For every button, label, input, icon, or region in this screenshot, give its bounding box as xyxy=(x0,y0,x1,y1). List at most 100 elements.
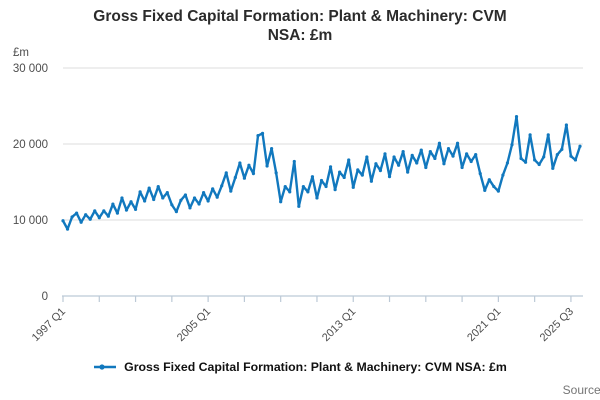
data-point[interactable] xyxy=(93,209,97,213)
data-point[interactable] xyxy=(220,184,224,188)
data-point[interactable] xyxy=(138,190,142,194)
data-point[interactable] xyxy=(383,152,387,156)
data-line[interactable] xyxy=(61,115,582,231)
data-point[interactable] xyxy=(551,166,555,170)
data-point[interactable] xyxy=(84,213,88,217)
data-point[interactable] xyxy=(392,155,396,159)
data-point[interactable] xyxy=(279,200,283,204)
data-point[interactable] xyxy=(143,199,147,203)
data-point[interactable] xyxy=(315,196,319,200)
data-point[interactable] xyxy=(569,154,573,158)
data-point[interactable] xyxy=(397,163,401,167)
data-point[interactable] xyxy=(465,152,469,156)
data-point[interactable] xyxy=(546,133,550,137)
data-point[interactable] xyxy=(514,115,519,119)
data-point[interactable] xyxy=(197,202,201,206)
data-point[interactable] xyxy=(401,150,405,154)
data-point[interactable] xyxy=(328,165,333,169)
data-point[interactable] xyxy=(333,188,337,192)
data-point[interactable] xyxy=(156,184,160,189)
data-point[interactable] xyxy=(75,211,79,215)
data-point[interactable] xyxy=(242,176,246,180)
data-point[interactable] xyxy=(528,133,532,137)
data-point[interactable] xyxy=(455,141,460,145)
data-point[interactable] xyxy=(247,163,251,167)
data-point[interactable] xyxy=(233,175,237,180)
data-point[interactable] xyxy=(460,165,464,170)
data-point[interactable] xyxy=(65,227,70,231)
data-point[interactable] xyxy=(496,189,500,193)
data-point[interactable] xyxy=(446,146,451,151)
data-point[interactable] xyxy=(238,161,242,165)
data-point[interactable] xyxy=(555,153,559,157)
data-point[interactable] xyxy=(483,188,487,192)
data-point[interactable] xyxy=(147,186,151,190)
data-point[interactable] xyxy=(106,214,110,218)
data-point[interactable] xyxy=(260,131,265,135)
data-point[interactable] xyxy=(301,184,305,189)
data-point[interactable] xyxy=(501,173,505,177)
legend-line-marker-icon[interactable] xyxy=(93,362,117,372)
data-point[interactable] xyxy=(428,150,432,154)
data-point[interactable] xyxy=(224,171,228,175)
data-point[interactable] xyxy=(478,172,482,176)
data-point[interactable] xyxy=(319,178,324,183)
data-point[interactable] xyxy=(206,199,210,203)
data-point[interactable] xyxy=(211,187,215,191)
data-point[interactable] xyxy=(165,191,169,195)
data-point[interactable] xyxy=(347,158,351,162)
data-point[interactable] xyxy=(519,156,523,161)
data-point[interactable] xyxy=(433,156,437,161)
data-point[interactable] xyxy=(474,153,478,157)
data-point[interactable] xyxy=(251,172,256,176)
data-point[interactable] xyxy=(324,184,328,189)
data-point[interactable] xyxy=(487,178,491,182)
data-point[interactable] xyxy=(192,196,197,200)
data-point[interactable] xyxy=(469,159,473,164)
data-point[interactable] xyxy=(537,162,541,167)
data-point[interactable] xyxy=(451,154,455,158)
data-point[interactable] xyxy=(410,153,414,157)
data-point[interactable] xyxy=(170,203,174,207)
data-point[interactable] xyxy=(387,175,392,179)
data-point[interactable] xyxy=(351,185,355,189)
data-point[interactable] xyxy=(265,164,269,168)
data-point[interactable] xyxy=(419,148,423,152)
data-point[interactable] xyxy=(292,159,296,164)
data-point[interactable] xyxy=(188,206,192,210)
data-point[interactable] xyxy=(120,196,124,200)
data-point[interactable] xyxy=(560,147,564,151)
data-point[interactable] xyxy=(111,202,115,206)
data-point[interactable] xyxy=(161,196,165,200)
data-point[interactable] xyxy=(406,170,410,174)
data-point[interactable] xyxy=(88,217,92,221)
data-point[interactable] xyxy=(492,184,496,189)
series-line[interactable] xyxy=(61,115,582,231)
data-point[interactable] xyxy=(505,161,510,165)
legend-series-label[interactable]: Gross Fixed Capital Formation: Plant & M… xyxy=(124,360,507,374)
data-point[interactable] xyxy=(523,160,528,164)
data-point[interactable] xyxy=(510,143,514,147)
data-point[interactable] xyxy=(533,158,537,162)
data-point[interactable] xyxy=(338,170,342,174)
data-point[interactable] xyxy=(365,155,369,159)
data-point[interactable] xyxy=(297,204,301,208)
data-point[interactable] xyxy=(288,190,292,194)
data-point[interactable] xyxy=(174,210,178,214)
data-point[interactable] xyxy=(437,141,442,145)
data-point[interactable] xyxy=(415,161,419,165)
data-point[interactable] xyxy=(124,208,129,212)
data-point[interactable] xyxy=(578,144,582,148)
data-point[interactable] xyxy=(442,162,446,166)
data-point[interactable] xyxy=(310,175,315,179)
data-point[interactable] xyxy=(283,184,287,189)
data-point[interactable] xyxy=(274,171,278,175)
data-point[interactable] xyxy=(564,123,568,127)
data-point[interactable] xyxy=(424,165,428,170)
data-point[interactable] xyxy=(256,134,260,138)
data-point[interactable] xyxy=(542,155,546,159)
data-point[interactable] xyxy=(115,211,120,215)
data-point[interactable] xyxy=(360,173,364,177)
data-point[interactable] xyxy=(133,207,138,211)
